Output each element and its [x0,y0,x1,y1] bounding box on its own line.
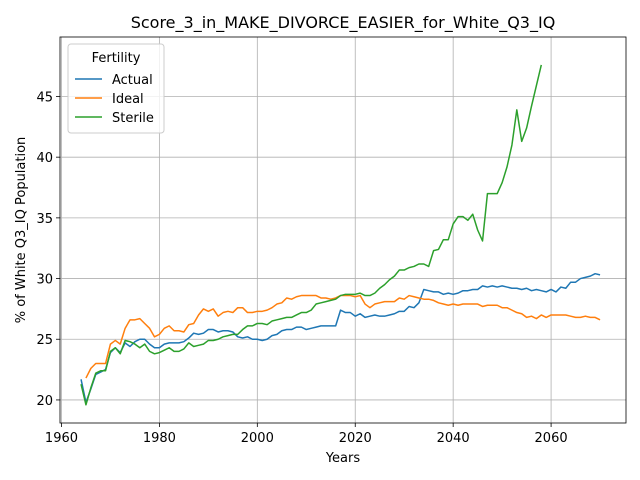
legend-title: Fertility [92,51,141,66]
legend-label-ideal: Ideal [112,92,144,107]
x-tick-label: 2000 [241,431,274,446]
plot-frame [59,36,627,424]
x-tick-label: 2040 [437,431,470,446]
x-tick-label: 1980 [143,431,176,446]
series-lines [80,64,601,406]
legend-label-sterile: Sterile [112,111,154,126]
legend-box [67,43,165,134]
x-tick-label: 2060 [535,431,568,446]
y-axis-label: % of White Q3_IQ Population [14,137,29,324]
y-tick-label: 45 [36,90,53,105]
y-tick-label: 20 [36,394,53,409]
x-tick-label: 2020 [339,431,372,446]
x-axis: 1960 1980 2000 2020 2040 2060 [45,423,568,446]
grid-lines [60,37,626,423]
series-line-sterile [80,64,543,406]
legend: Fertility Actual Ideal Sterile [67,43,165,134]
x-axis-label: Years [325,451,361,466]
y-tick-label: 35 [36,212,53,227]
y-tick-label: 40 [36,151,53,166]
x-tick-label: 1960 [45,431,78,446]
chart-title: Score_3_in_MAKE_DIVORCE_EASIER_for_White… [131,13,556,33]
legend-label-actual: Actual [112,73,153,88]
series-line-actual [80,272,601,404]
y-axis: 20 25 30 35 40 45 [36,90,60,409]
y-tick-label: 25 [36,333,53,348]
y-tick-label: 30 [36,273,53,288]
